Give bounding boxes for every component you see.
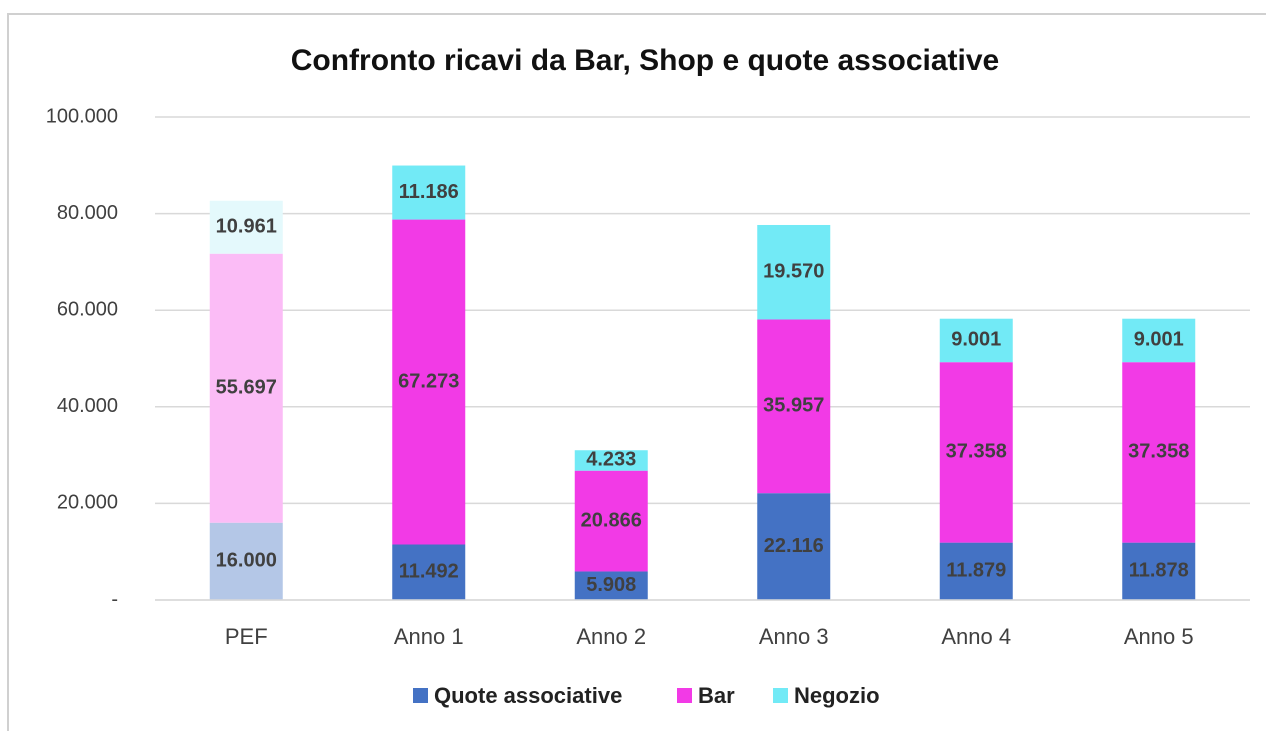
bar-segment xyxy=(1122,362,1196,543)
bar-segment xyxy=(392,219,466,545)
bar-segment xyxy=(757,319,831,494)
y-tick-label: 60.000 xyxy=(57,298,118,320)
legend-swatch xyxy=(677,688,692,703)
data-label: 11.492 xyxy=(399,561,459,583)
bar-segment xyxy=(209,522,283,600)
bar-segment xyxy=(574,571,648,600)
data-label: 20.866 xyxy=(581,509,642,531)
bar-segment xyxy=(392,165,466,220)
bar-segment xyxy=(392,544,466,600)
data-label: 55.697 xyxy=(216,376,277,398)
data-label: 35.957 xyxy=(763,395,824,417)
x-tick-label: Anno 3 xyxy=(759,624,829,649)
data-label: 67.273 xyxy=(398,370,459,392)
legend-swatch xyxy=(413,688,428,703)
x-tick-label: Anno 5 xyxy=(1124,624,1194,649)
legend-label: Quote associative xyxy=(434,683,622,708)
x-tick-label: Anno 1 xyxy=(394,624,464,649)
y-tick-label: 20.000 xyxy=(57,492,118,514)
data-label: 10.961 xyxy=(216,216,277,238)
x-tick-label: Anno 4 xyxy=(941,624,1011,649)
data-label: 19.570 xyxy=(763,261,824,283)
bar-segment xyxy=(209,253,283,523)
x-tick-label: Anno 2 xyxy=(576,624,646,649)
legend-label: Bar xyxy=(698,683,735,708)
data-label: 4.233 xyxy=(586,449,636,471)
bar-segment xyxy=(939,362,1013,543)
legend-swatch xyxy=(773,688,788,703)
bar-segment xyxy=(1122,542,1196,600)
x-tick-label: PEF xyxy=(225,624,268,649)
bar-segment xyxy=(209,200,283,254)
bar-segment xyxy=(757,224,831,320)
y-tick-label: 80.000 xyxy=(57,202,118,224)
chart-title: Confronto ricavi da Bar, Shop e quote as… xyxy=(291,44,1000,77)
frame xyxy=(7,13,1266,731)
legend-label: Negozio xyxy=(794,683,880,708)
bar-segment xyxy=(939,542,1013,600)
y-tick-label: 100.000 xyxy=(46,105,118,127)
data-label: 9.001 xyxy=(951,329,1001,351)
bar-segment xyxy=(757,493,831,600)
bar-segment xyxy=(574,470,648,572)
data-label: 37.358 xyxy=(946,441,1007,463)
data-label: 16.000 xyxy=(216,550,277,572)
data-label: 11.878 xyxy=(1129,560,1189,582)
data-label: 37.358 xyxy=(1128,441,1189,463)
bar-segment xyxy=(574,450,648,471)
data-label: 11.879 xyxy=(946,560,1006,582)
data-label: 5.908 xyxy=(586,574,636,596)
data-label: 11.186 xyxy=(399,181,459,203)
bar-segment xyxy=(1122,318,1196,363)
y-tick-label: 40.000 xyxy=(57,395,118,417)
y-tick-label: - xyxy=(111,588,118,610)
data-label: 22.116 xyxy=(764,535,824,557)
data-label: 9.001 xyxy=(1134,329,1184,351)
bar-segment xyxy=(939,318,1013,363)
